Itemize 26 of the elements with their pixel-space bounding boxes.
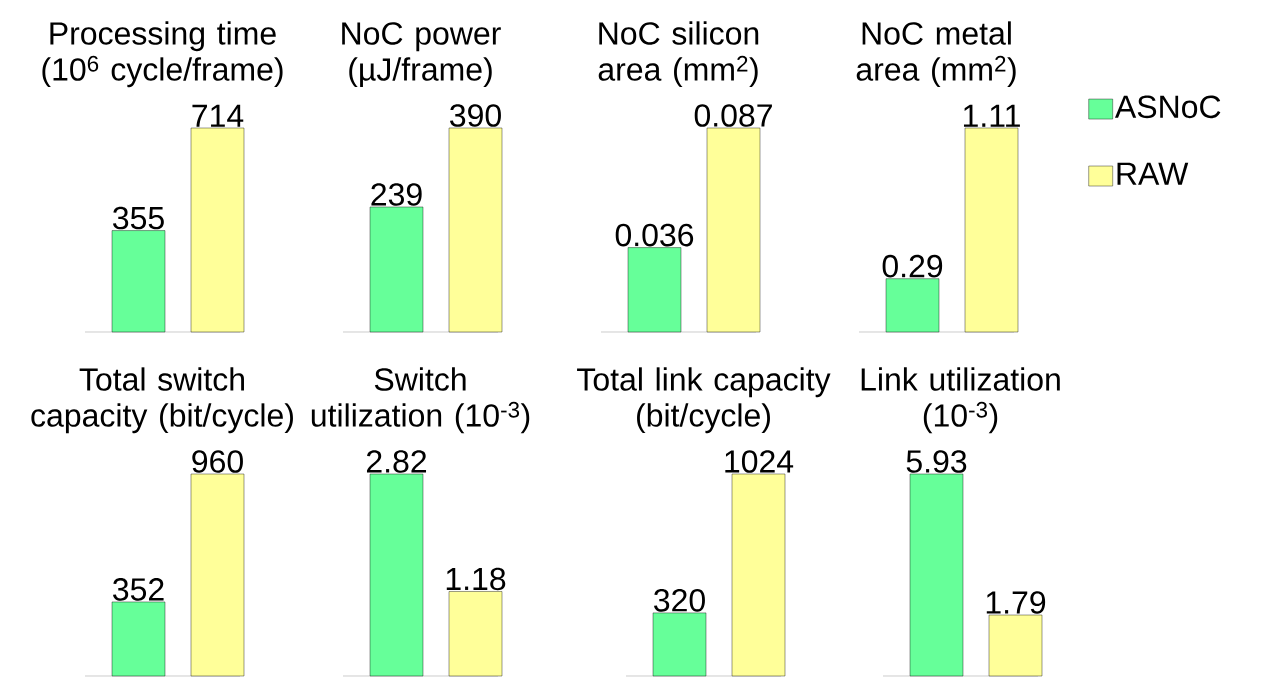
- data-label: 390: [450, 104, 501, 127]
- data-label: 1.18: [446, 567, 506, 591]
- data-label: 0.036: [615, 223, 694, 247]
- legend-label: RAW: [1117, 162, 1189, 185]
- data-label: 1.11: [963, 104, 1020, 127]
- chart-title: Switch utilization (10$^{-3}$): [311, 367, 530, 434]
- data-label: 0.29: [882, 254, 943, 278]
- chart-title: NoC silicon area (mm$^{2}$): [598, 21, 759, 88]
- legend-label: ASNoC: [1114, 95, 1221, 119]
- data-label: 2.82: [366, 450, 427, 473]
- data-label: 960: [192, 450, 243, 473]
- data-label: 0.087: [694, 104, 772, 127]
- data-label: 1.79: [986, 591, 1046, 614]
- chart-title: NoC metal area (mm$^{2}$): [856, 21, 1016, 88]
- chart-title: NoC power (µJ/frame): [342, 22, 501, 88]
- data-label: 355: [113, 206, 164, 230]
- data-label: 352: [113, 578, 164, 601]
- data-label: 714: [192, 104, 244, 127]
- data-label: 320: [654, 589, 705, 612]
- chart-title: Processing time (10$^{6}$ cycle/frame): [42, 21, 283, 88]
- data-label: 239: [371, 183, 422, 206]
- data-label: 5.93: [906, 450, 967, 473]
- chart-title: Total switch capacity (bit/cycle): [31, 367, 293, 434]
- chart-title: Total link capacity (bit/cycle): [577, 367, 831, 434]
- chart-title: Link utilization (10$^{-3}$): [861, 367, 1060, 434]
- data-label: 1024: [725, 450, 794, 473]
